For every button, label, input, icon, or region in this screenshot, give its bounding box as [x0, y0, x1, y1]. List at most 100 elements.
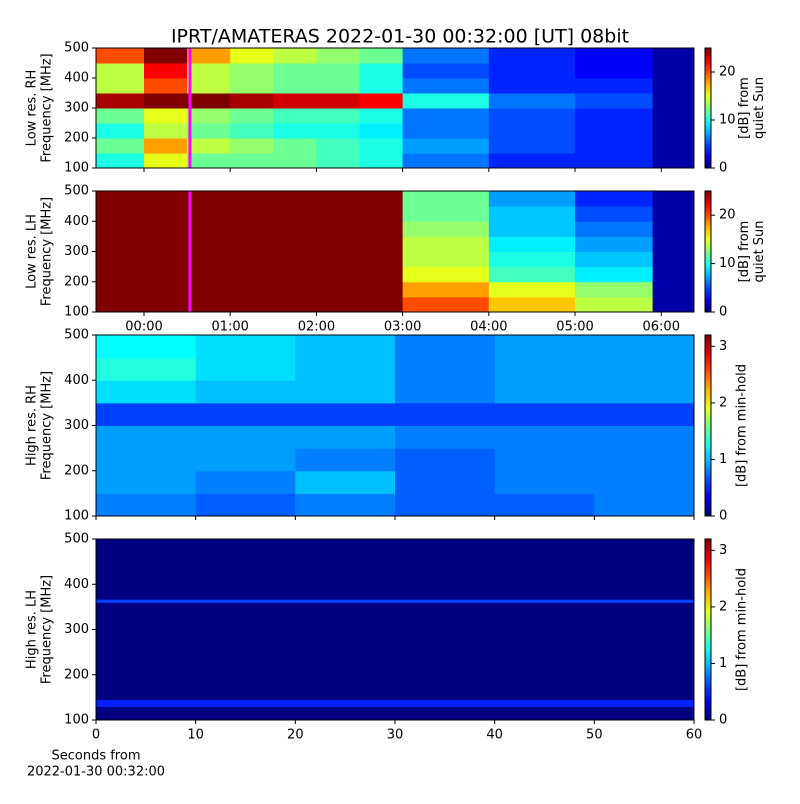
heatmap-cell — [575, 206, 654, 222]
heatmap-cell — [594, 402, 695, 426]
heatmap-cell — [402, 138, 490, 154]
heatmap-cell — [144, 108, 188, 124]
heatmap-cell — [273, 48, 317, 64]
heatmap-cell — [230, 78, 274, 94]
heatmap-cell — [96, 425, 197, 449]
heatmap-cell — [295, 699, 396, 707]
heatmap-cell — [359, 93, 404, 109]
colorbar-label: [dB] from — [737, 77, 752, 139]
heatmap-cell — [187, 296, 231, 313]
heatmap-cell — [187, 266, 231, 283]
x-tick-label: 60 — [686, 728, 703, 743]
heatmap-cell — [187, 236, 231, 252]
heatmap-cell — [359, 123, 404, 139]
heatmap-cell — [295, 599, 396, 603]
heatmap-cell — [652, 48, 695, 64]
heatmap-cell — [402, 153, 490, 169]
y-tick-label: 100 — [64, 509, 89, 524]
heatmap-cell — [96, 493, 197, 517]
heatmap-cell — [96, 138, 145, 154]
heatmap-cell — [187, 108, 231, 124]
colorbar — [704, 538, 712, 721]
heatmap-cell — [295, 402, 396, 426]
heatmap-cell — [96, 357, 197, 381]
heatmap-cell — [144, 123, 188, 139]
heatmap-cell — [494, 380, 595, 404]
heatmap-cell — [144, 296, 188, 313]
heatmap-cell — [402, 123, 490, 139]
heatmap-cell — [187, 153, 231, 169]
colorbar-tick-label: 0 — [719, 509, 727, 524]
heatmap-cell — [273, 251, 317, 268]
heatmap-cell — [488, 206, 576, 222]
colorbar-tick-label: 3 — [719, 543, 727, 558]
heatmap-cell — [96, 699, 197, 707]
heatmap-cell — [187, 48, 231, 64]
heatmap-cell — [96, 539, 197, 600]
y-tick-label: 200 — [64, 463, 89, 478]
heatmap-cell — [96, 402, 197, 426]
heatmap-cell — [316, 281, 361, 298]
heatmap-cell — [96, 706, 197, 721]
heatmap-cell — [96, 48, 145, 64]
heatmap-cell — [359, 236, 404, 252]
heatmap-cell — [359, 266, 404, 283]
heatmap-cell — [652, 251, 695, 268]
heatmap-cell — [494, 448, 595, 472]
y-tick-label: 400 — [64, 373, 89, 388]
heatmap-cell — [187, 78, 231, 94]
heatmap-cell — [575, 221, 654, 237]
heatmap-cell — [187, 206, 231, 222]
heatmap-cell — [273, 63, 317, 79]
heatmap-cell — [187, 93, 231, 109]
colorbar-tick-label: 3 — [719, 339, 727, 354]
heatmap-cell — [195, 470, 296, 494]
colorbar-tick-label: 1 — [719, 656, 727, 671]
colorbar-tick-label: 2 — [719, 395, 727, 410]
heatmap-cell — [594, 380, 695, 404]
heatmap-cell — [395, 493, 496, 517]
heatmap-cell — [359, 281, 404, 298]
heatmap-cell — [594, 699, 695, 707]
colorbar-tick-label: 20 — [719, 208, 736, 223]
x-axis-label: Seconds from — [51, 749, 140, 764]
y-axis-label: Frequency [MHz] — [40, 371, 55, 480]
heatmap-cell — [594, 357, 695, 381]
colorbar-tick-label: 0 — [719, 713, 727, 728]
heatmap-cell — [395, 448, 496, 472]
heatmap-cell — [316, 123, 361, 139]
heatmap-cell — [316, 206, 361, 222]
heatmap-cell — [316, 236, 361, 252]
heatmap-cell — [195, 335, 296, 359]
colorbar-label: quiet Sun — [752, 77, 767, 139]
x-tick-label: 50 — [586, 728, 603, 743]
heatmap-cell — [144, 153, 188, 169]
heatmap-cell — [144, 63, 188, 79]
heatmap-cell — [488, 236, 576, 252]
heatmap-cell — [402, 108, 490, 124]
heatmap-cell — [594, 706, 695, 721]
heatmap-cell — [230, 236, 274, 252]
heatmap-cell — [273, 153, 317, 169]
y-tick-label: 100 — [64, 713, 89, 728]
x-tick-label: 00:00 — [125, 320, 162, 335]
y-tick-label: 500 — [64, 532, 89, 547]
heatmap-cell — [359, 251, 404, 268]
heatmap-cell — [230, 48, 274, 64]
heatmap-cell — [652, 191, 695, 207]
heatmap-cell — [96, 191, 145, 207]
heatmap-cell — [316, 93, 361, 109]
y-axis-label: Low res. LH — [25, 214, 40, 289]
heatmap-cell — [402, 78, 490, 94]
y-axis-label: High res. RH — [25, 385, 40, 466]
x-axis-label: 2022-01-30 00:32:00 — [27, 765, 165, 780]
heatmap-cell — [575, 108, 654, 124]
heatmap-cell — [195, 699, 296, 707]
x-tick-label: 0 — [92, 728, 100, 743]
colorbar — [704, 47, 712, 169]
heatmap-cell — [96, 470, 197, 494]
y-tick-label: 300 — [64, 622, 89, 637]
heatmap-cell — [402, 236, 490, 252]
heatmap-cell — [652, 281, 695, 298]
